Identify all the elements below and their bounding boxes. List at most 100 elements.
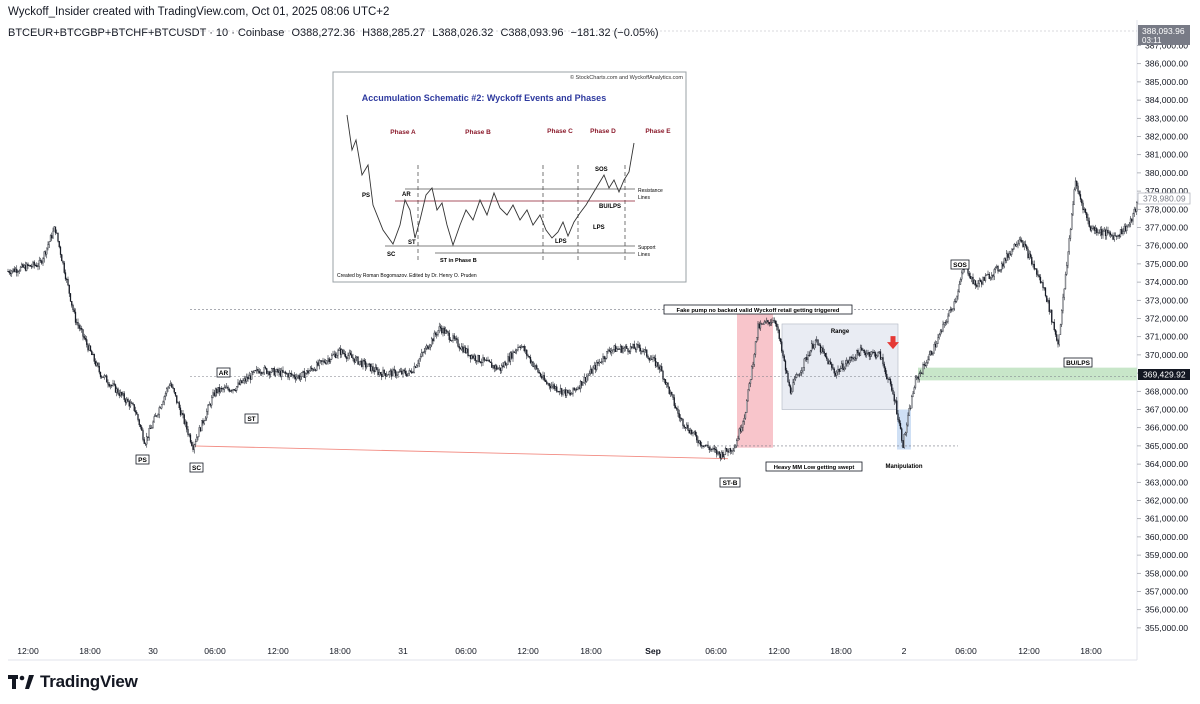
candle-down [646,349,648,357]
candle-up [837,369,839,373]
candle-down [786,370,788,374]
candle-up [709,448,712,450]
candle-up [579,381,582,389]
candle-down [567,389,569,394]
candle-up [47,244,49,249]
candle-down [411,371,413,374]
candle-up [566,389,568,396]
candle-down [286,373,288,375]
candle-down [921,372,923,374]
candle-down [1082,202,1084,211]
candle-down [218,387,220,393]
candle-up [116,388,118,393]
candle-up [982,277,984,285]
candle-up [442,327,444,334]
candle-up [79,328,82,330]
candle-down [1053,322,1055,331]
candle-up [1018,239,1020,244]
candle-up [587,375,589,377]
candle-up [96,362,98,366]
candle-up [792,382,794,392]
candle-up [611,350,613,353]
price-axis[interactable]: 387,000.00 386,000.00 385,000.00 384,000.00… [1137,41,1188,633]
candle-down [634,348,637,350]
candle-down [202,420,204,424]
candle-down [483,357,485,361]
candle-down [1107,229,1109,233]
candle-down [317,362,319,366]
candle-down [676,407,678,410]
candle-up [484,359,487,361]
candle-down [192,445,194,450]
candle-down [282,369,284,373]
candle-up [1119,229,1122,237]
candle-down [293,374,295,378]
tradingview-logo[interactable]: TradingView [8,672,138,692]
candle-down [383,369,385,374]
candle-up [582,382,584,386]
price-tick-label: 379,000.00 [1145,186,1188,196]
candle-down [833,368,835,374]
candle-up [746,400,748,413]
candle-down [838,369,840,372]
candle-up [366,366,368,368]
candle-up [43,251,45,259]
candle-up [246,377,248,382]
candle-down [688,430,690,434]
candle-down [537,368,539,373]
candle-down [874,352,877,358]
candle-down [128,401,130,407]
svg-text:PS: PS [138,457,147,464]
candle-up [947,315,949,322]
candle-up [1123,226,1125,232]
candle-down [41,260,43,264]
candle-down [456,338,458,340]
candle-up [272,368,274,369]
annotation-bu-lps: BU/LPS [1063,357,1093,368]
candle-up [1062,296,1064,311]
candle-down [834,372,837,376]
candle-up [1006,253,1008,261]
candle-up [398,371,400,373]
candle-down [249,375,252,380]
candle-down [976,285,978,287]
candle-down [266,368,268,374]
time-axis[interactable]: 12:00 18:00 30 06:00 12:00 18:00 31 06:00 12:00 1… [17,646,1102,656]
candle-up [877,352,879,357]
down-arrow-icon [887,336,899,350]
candle-up [533,366,535,368]
svg-text:BU/LPS: BU/LPS [1066,360,1091,367]
svg-text:Fake pump no backed valid Wyck: Fake pump no backed valid Wyckoff retail… [677,308,840,314]
candle-up [843,368,845,371]
candle-down [139,424,142,428]
candle-down [644,349,647,351]
candle-down [852,357,854,360]
candle-up [1129,218,1132,225]
candle-up [987,273,989,275]
candle-up [389,370,392,372]
candle-up [207,405,209,412]
candle-up [534,365,537,367]
candle-up [1133,208,1135,215]
candle-up [846,360,848,365]
candle-down [339,348,342,355]
candle-up [802,367,804,372]
svg-text:369,429.92: 369,429.92 [1143,370,1186,380]
candle-up [643,349,645,352]
candle-down [1029,253,1032,258]
candle-up [211,397,213,406]
candle-up [423,351,425,353]
candle-down [22,264,24,268]
symbol-name[interactable]: BTCEUR+BTCGBP+BTCHF+BTCUSDT · 10 · Coinb… [8,27,285,39]
candle-down [189,434,192,443]
candle-up [429,344,432,348]
candle-up [759,323,762,329]
candle-down [1112,235,1114,240]
candle-down [824,353,827,357]
inset-title: Accumulation Schematic #2: Wyckoff Event… [362,93,606,103]
candle-up [1106,229,1108,236]
candle-up [1034,268,1037,270]
candle-down [519,346,522,348]
candle-up [181,413,183,416]
